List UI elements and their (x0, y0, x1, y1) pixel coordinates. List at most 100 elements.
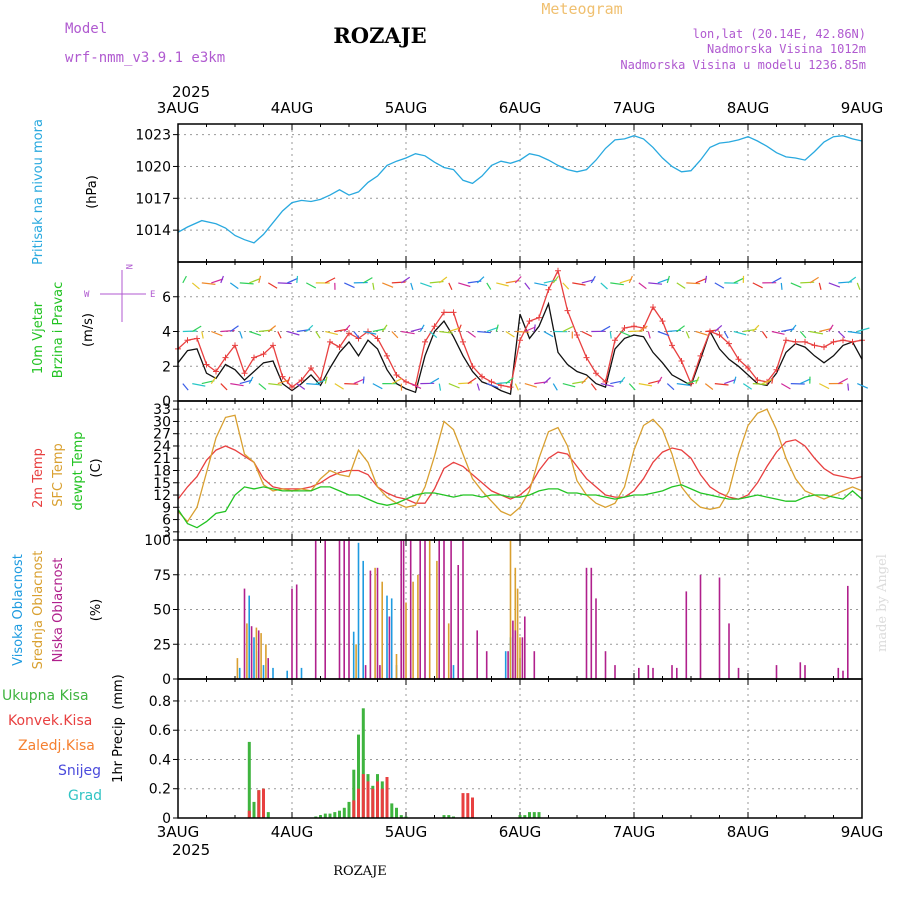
cloud-bar (419, 540, 421, 679)
cloud-bar (388, 616, 391, 679)
precip-tick-label: 0.6 (149, 723, 171, 739)
precip-bar (371, 788, 375, 818)
wind-arrow (277, 379, 290, 385)
temp-label-1: 2m Temp (31, 448, 46, 508)
legend-total-rain: Ukupna Kisa (2, 688, 89, 704)
precip-bar (252, 801, 256, 818)
gust-marker (479, 373, 485, 380)
temp-label-2: SFC Temp (51, 443, 66, 507)
cloud-bar (638, 667, 640, 679)
wind-arrow (211, 278, 224, 284)
cloud-bar (516, 588, 519, 679)
gust-marker (773, 366, 780, 373)
wind-arrow (676, 325, 685, 332)
pressure-unit: (hPa) (85, 175, 100, 209)
wind-arrow (458, 282, 471, 288)
wind-arrows (182, 275, 870, 391)
wind-arrow (476, 276, 485, 284)
pressure-tick-label: 1017 (135, 191, 171, 207)
cloud-unit: (%) (89, 599, 104, 622)
gust-marker (555, 267, 561, 274)
time-label-top: 7AUG (613, 99, 655, 117)
wind-arrow (581, 279, 595, 284)
wind-arrow (828, 324, 834, 332)
cloud-tick-label: 50 (153, 603, 171, 619)
precip-bar (442, 815, 446, 818)
wind-arrow (514, 276, 522, 284)
wind-arrow (248, 376, 254, 384)
wind-arrow (486, 383, 499, 389)
cloud-bar (379, 665, 381, 679)
precip-bar (390, 803, 394, 818)
cloud-bar (267, 658, 269, 679)
wind-arrow (638, 282, 647, 290)
wind-arrow (752, 282, 763, 289)
temp-label-3: dewpt Temp (71, 431, 86, 510)
wind-arrow (847, 383, 850, 391)
cloud-bar (443, 540, 445, 679)
cloud-bar (412, 581, 414, 679)
cloud-bar (590, 567, 593, 679)
wind-arrow (619, 278, 632, 284)
precip-bar (361, 708, 365, 818)
wind-arrow (676, 282, 686, 289)
gust-marker (669, 342, 675, 349)
cloud-bar (314, 540, 317, 679)
wind-arrow (258, 275, 262, 284)
wind-arrow (562, 326, 574, 333)
cloud-bar (837, 667, 840, 679)
wind-arrow (533, 324, 536, 332)
wind-arrow (714, 282, 725, 289)
wind-arrow (629, 330, 644, 333)
legend-graupel: Grad (68, 788, 102, 804)
wind-arrow (220, 383, 228, 391)
gust-marker (583, 354, 590, 361)
wind-arrow (809, 330, 824, 335)
precip-bar (466, 793, 470, 818)
gust-marker (450, 309, 457, 316)
precip-bar (528, 812, 531, 818)
precip-tick-label: 0.4 (149, 752, 171, 768)
precip-bar (257, 790, 261, 818)
gust-marker (745, 364, 751, 371)
cloud-bar (647, 665, 650, 679)
pressure-frame (177, 123, 863, 263)
cloud-label-2: Srednja Oblacnost (31, 551, 46, 670)
precip-bar (380, 788, 384, 818)
wind-arrow (695, 376, 700, 384)
wind-arrow (600, 325, 611, 333)
year-bottom: 2025 (172, 841, 210, 859)
bottom-station: ROZAJE (333, 864, 387, 879)
gust-marker (564, 307, 571, 314)
pressure-panel: 1014 1017 1020 1023 (135, 123, 863, 263)
wind-arrow (467, 331, 476, 338)
wind-arrow (192, 383, 206, 387)
wind-arrow (857, 327, 870, 333)
wind-arrow (429, 331, 438, 339)
wind-arrow (562, 282, 570, 290)
wind-arrow (391, 331, 399, 339)
time-label-top: 3AUG (157, 99, 199, 117)
gust-marker (469, 363, 476, 370)
panel-labels: Pritisak na nivou mora (hPa) 10m Vjetar … (2, 119, 155, 804)
gust-marker (602, 378, 609, 385)
precip-bar (323, 813, 327, 818)
cloud-bar (381, 581, 383, 679)
wind-arrow (723, 331, 729, 339)
wind-arrow (211, 330, 223, 337)
wind-label-1: 10m Vjetar (31, 301, 46, 374)
wind-arrow (439, 330, 453, 334)
wind-arrow (514, 383, 519, 391)
cloud-bar (343, 540, 345, 679)
wind-arrow (818, 282, 822, 290)
wind-arrow (277, 282, 292, 285)
cloud-bar (257, 630, 260, 679)
wind-arrow (762, 378, 774, 385)
gust-marker (678, 358, 685, 365)
wind-arrow (600, 282, 608, 290)
wind-arrow (590, 383, 597, 391)
wind-arrow (838, 377, 849, 385)
wind-arrow (752, 324, 760, 332)
wind-tick-label: 4 (162, 325, 171, 341)
gust-marker (251, 354, 257, 361)
